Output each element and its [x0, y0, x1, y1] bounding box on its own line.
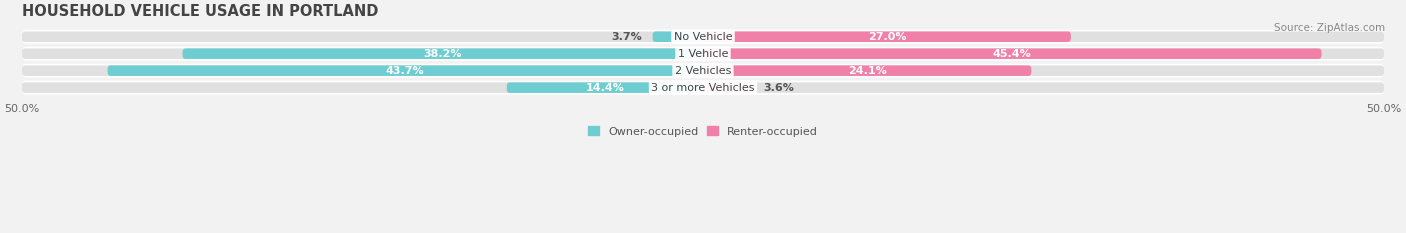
FancyBboxPatch shape	[703, 31, 1385, 42]
FancyBboxPatch shape	[703, 48, 1385, 59]
FancyBboxPatch shape	[506, 82, 703, 93]
FancyBboxPatch shape	[21, 47, 1385, 61]
FancyBboxPatch shape	[21, 64, 1385, 78]
FancyBboxPatch shape	[21, 82, 703, 93]
FancyBboxPatch shape	[183, 48, 703, 59]
Text: 3 or more Vehicles: 3 or more Vehicles	[651, 83, 755, 93]
Text: 14.4%: 14.4%	[585, 83, 624, 93]
Text: 45.4%: 45.4%	[993, 49, 1032, 59]
Text: 27.0%: 27.0%	[868, 32, 907, 42]
Text: No Vehicle: No Vehicle	[673, 32, 733, 42]
Text: 3.6%: 3.6%	[763, 83, 794, 93]
Text: 24.1%: 24.1%	[848, 66, 887, 76]
Text: HOUSEHOLD VEHICLE USAGE IN PORTLAND: HOUSEHOLD VEHICLE USAGE IN PORTLAND	[21, 4, 378, 19]
Legend: Owner-occupied, Renter-occupied: Owner-occupied, Renter-occupied	[583, 122, 823, 141]
FancyBboxPatch shape	[703, 82, 1385, 93]
FancyBboxPatch shape	[21, 30, 1385, 44]
Text: 38.2%: 38.2%	[423, 49, 463, 59]
FancyBboxPatch shape	[21, 48, 703, 59]
FancyBboxPatch shape	[703, 65, 1385, 76]
Text: 2 Vehicles: 2 Vehicles	[675, 66, 731, 76]
FancyBboxPatch shape	[21, 31, 703, 42]
Text: Source: ZipAtlas.com: Source: ZipAtlas.com	[1274, 23, 1385, 33]
Text: 1 Vehicle: 1 Vehicle	[678, 49, 728, 59]
FancyBboxPatch shape	[703, 48, 1322, 59]
FancyBboxPatch shape	[108, 65, 703, 76]
FancyBboxPatch shape	[703, 82, 752, 93]
FancyBboxPatch shape	[21, 65, 703, 76]
FancyBboxPatch shape	[703, 31, 1071, 42]
FancyBboxPatch shape	[652, 31, 703, 42]
FancyBboxPatch shape	[21, 81, 1385, 95]
FancyBboxPatch shape	[703, 65, 1032, 76]
Text: 3.7%: 3.7%	[612, 32, 641, 42]
Text: 43.7%: 43.7%	[387, 66, 425, 76]
